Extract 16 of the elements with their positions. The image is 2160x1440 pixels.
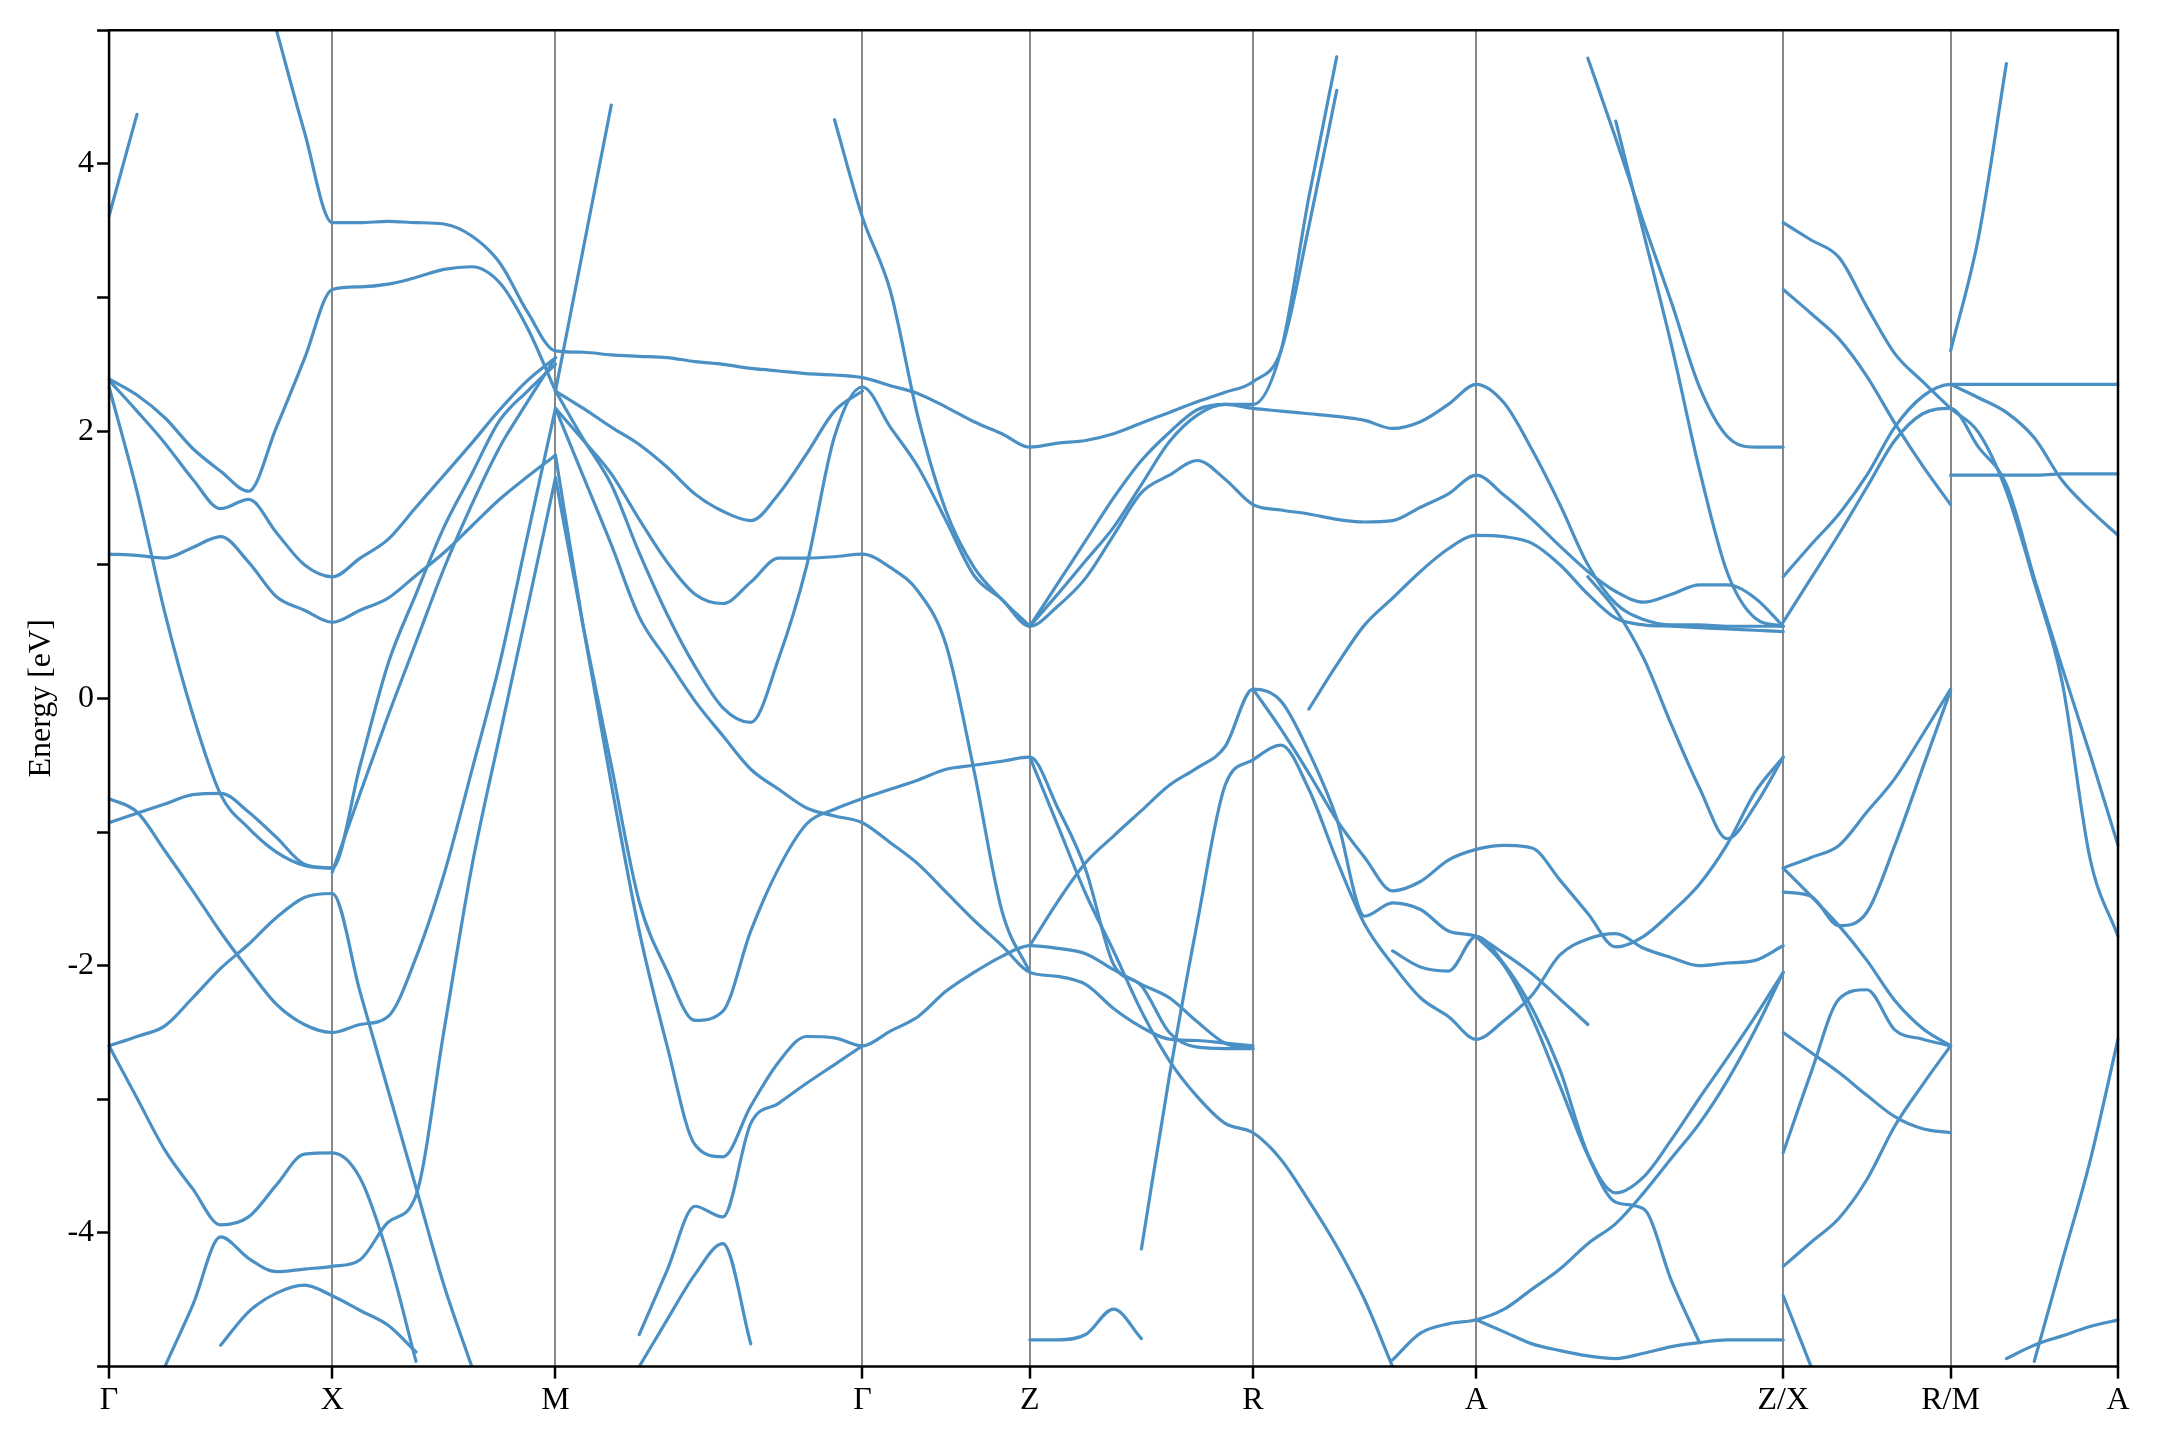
x-tick-label: A bbox=[2106, 1380, 2130, 1417]
x-tick-label: Z/X bbox=[1757, 1380, 1809, 1417]
x-tick-label: R/M bbox=[1921, 1380, 1980, 1417]
x-tick-label: A bbox=[1464, 1380, 1488, 1417]
x-tick-label: Γ bbox=[99, 1380, 119, 1417]
x-tick-label: Γ bbox=[853, 1380, 872, 1417]
x-tick-label: R bbox=[1242, 1380, 1265, 1417]
y-tick-label: -4 bbox=[67, 1212, 95, 1249]
x-tick-label: X bbox=[320, 1380, 344, 1417]
x-tick-label: M bbox=[541, 1380, 570, 1417]
y-axis-title: Energy [eV] bbox=[20, 619, 57, 778]
y-tick-label: 4 bbox=[78, 143, 95, 180]
y-tick-label: 0 bbox=[78, 677, 95, 714]
y-tick-label: 2 bbox=[78, 410, 95, 447]
x-tick-label: Z bbox=[1020, 1380, 1040, 1417]
y-tick-label: -2 bbox=[67, 945, 95, 982]
